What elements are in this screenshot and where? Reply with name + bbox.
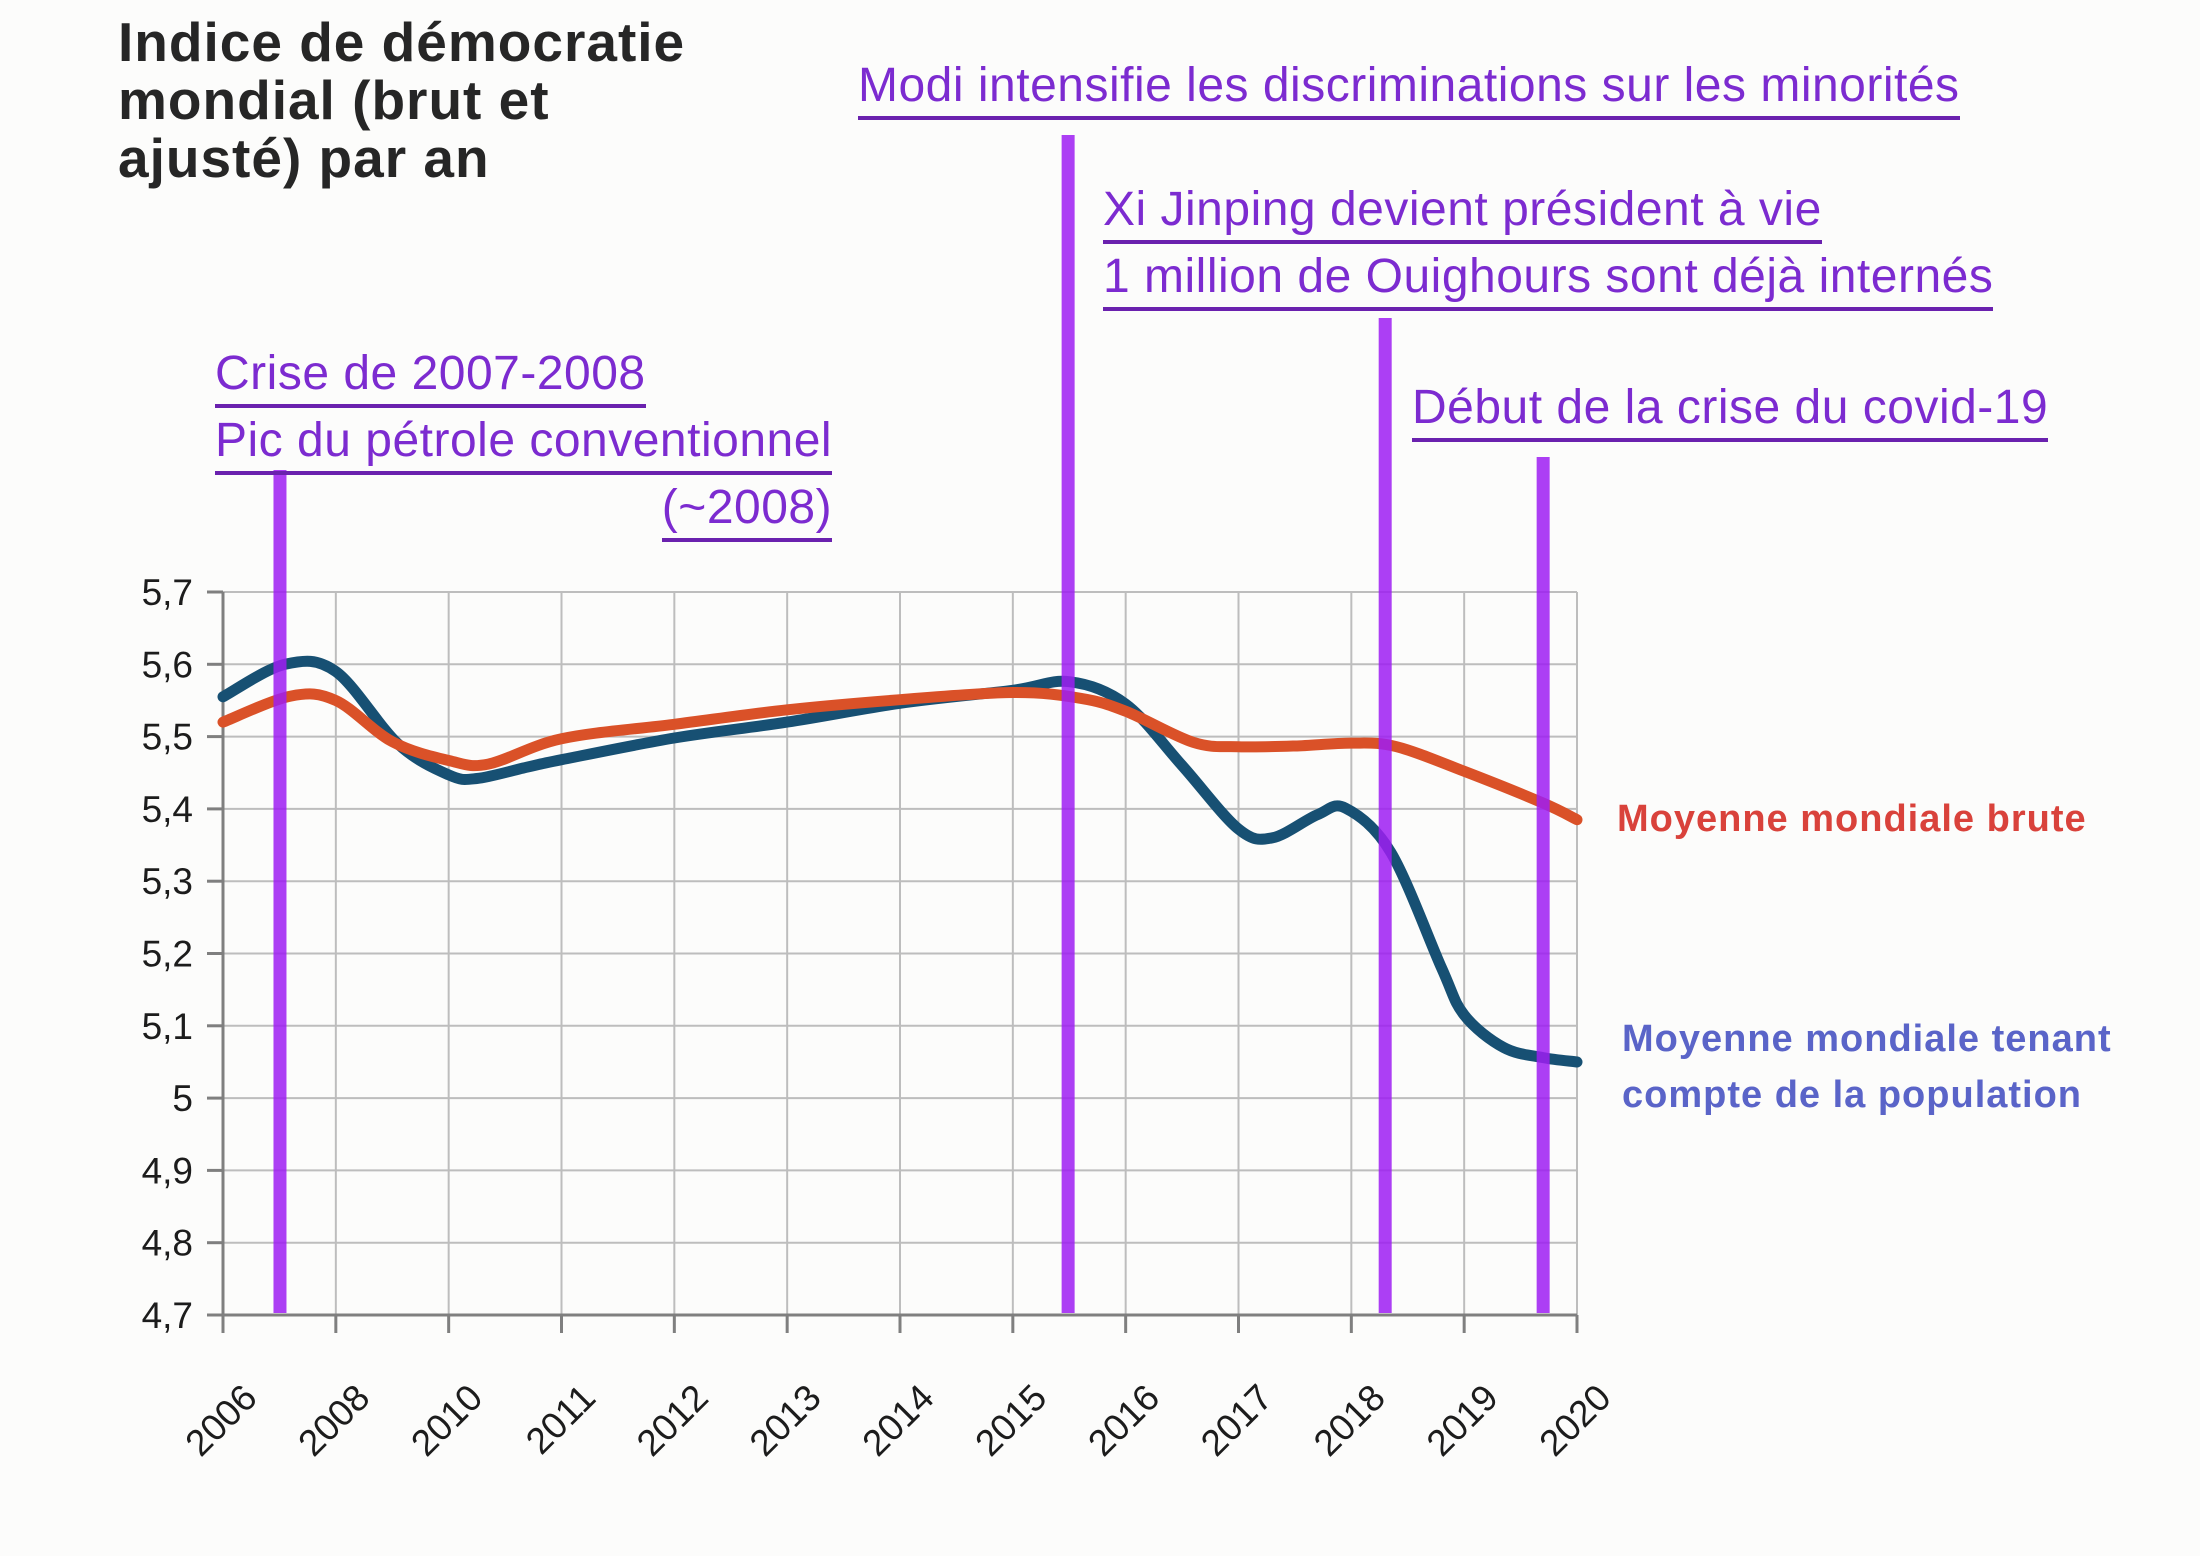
x-axis-label: 2015 [967, 1377, 1054, 1464]
x-axis-label: 2016 [1080, 1377, 1167, 1464]
annotation-xi-line2: 1 million de Ouighours sont déjà interné… [1103, 253, 1994, 311]
y-axis-label: 5,3 [142, 861, 193, 902]
annotation-xi-jinping: Xi Jinping devient président à vie 1 mil… [1103, 186, 1994, 320]
x-axis-label: 2018 [1306, 1377, 1393, 1464]
annotation-crise-line2: Pic du pétrole conventionnel [215, 417, 833, 475]
event-line [1378, 318, 1392, 1313]
x-axis-label: 2012 [629, 1377, 716, 1464]
legend-brute-label: Moyenne mondiale brute [1617, 798, 2087, 840]
legend-ajustee-label: Moyenne mondiale tenant compte de la pop… [1622, 1018, 2112, 1116]
y-axis-label: 4,7 [142, 1295, 193, 1336]
y-axis-label: 5,2 [142, 934, 193, 975]
x-axis-label: 2011 [518, 1377, 603, 1462]
y-axis-label: 5,6 [142, 644, 193, 685]
x-axis-label: 2019 [1419, 1377, 1506, 1464]
annotation-crise-line1: Crise de 2007-2008 [215, 350, 646, 408]
x-axis-label: 2014 [854, 1377, 941, 1464]
x-axis-label: 2008 [290, 1377, 377, 1464]
y-axis-label: 5,4 [142, 789, 193, 830]
event-line [1536, 457, 1550, 1313]
y-axis-label: 5 [172, 1078, 193, 1119]
y-axis-label: 4,8 [142, 1223, 193, 1264]
y-axis-label: 5,1 [142, 1006, 193, 1047]
annotation-modi-text: Modi intensifie les discriminations sur … [858, 62, 1960, 120]
y-axis-label: 5,5 [142, 717, 193, 758]
annotation-covid: Début de la crise du covid-19 [1412, 384, 2049, 451]
y-axis-label: 4,9 [142, 1150, 193, 1191]
x-axis-label: 2017 [1193, 1377, 1280, 1464]
curve-moyenne-ajustee [217, 655, 1583, 1068]
annotation-crise-line3: (~2008) [661, 484, 833, 542]
y-axis-label: 5,7 [142, 572, 193, 613]
x-axis-label: 2020 [1531, 1377, 1618, 1464]
annotation-crise-2007: Crise de 2007-2008 Pic du pétrole conven… [215, 350, 833, 551]
annotation-covid-text: Début de la crise du covid-19 [1412, 384, 2049, 442]
x-axis-label: 2010 [403, 1377, 490, 1464]
x-axis-label: 2013 [742, 1377, 829, 1464]
annotation-xi-line1: Xi Jinping devient président à vie [1103, 186, 1822, 244]
event-line [1061, 135, 1075, 1313]
event-line [273, 470, 287, 1313]
page-title: Indice de démocratie mondial (brut et aj… [118, 11, 686, 189]
x-axis-label: 2006 [177, 1377, 264, 1464]
annotation-modi: Modi intensifie les discriminations sur … [858, 62, 1960, 129]
